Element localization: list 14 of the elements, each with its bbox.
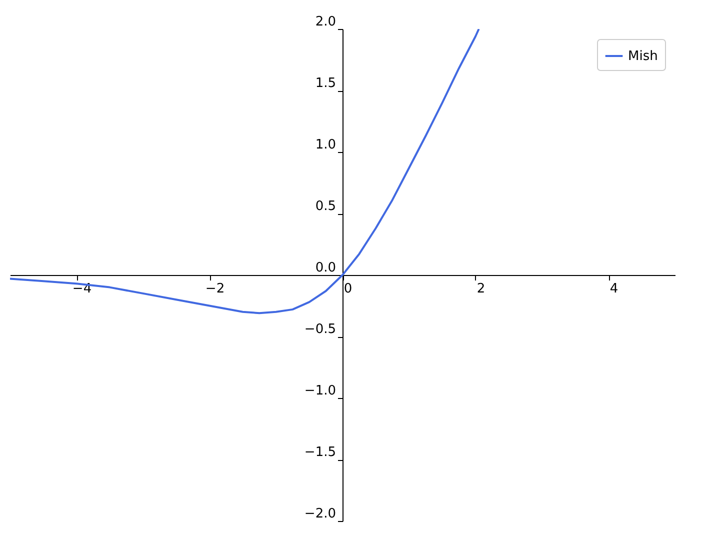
legend-label: Mish xyxy=(628,49,658,64)
x-tick-label: −2 xyxy=(205,282,225,296)
x-tick-label: 2 xyxy=(476,282,486,296)
y-tick-label: 0.0 xyxy=(315,260,336,276)
y-tick-label: 0.5 xyxy=(315,199,336,214)
y-tick-label: −1.0 xyxy=(304,384,336,398)
y-tick-label: −2.0 xyxy=(304,506,336,522)
y-tick-label: 2.0 xyxy=(315,14,336,30)
y-tick-label: 1.5 xyxy=(315,76,336,91)
y-tick-label: 1.0 xyxy=(315,138,336,152)
x-tick-label: 4 xyxy=(610,282,618,296)
y-tick-label: −0.5 xyxy=(304,322,336,337)
y-tick-label: −1.5 xyxy=(304,445,336,460)
x-tick-label: 0 xyxy=(344,282,352,296)
